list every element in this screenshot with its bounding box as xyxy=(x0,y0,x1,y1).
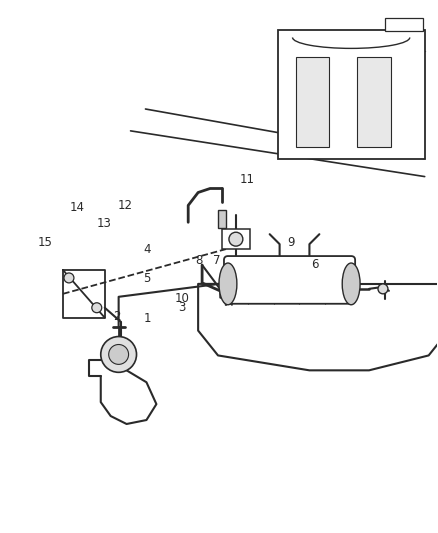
Bar xyxy=(278,29,425,159)
Text: 8: 8 xyxy=(196,254,203,266)
Circle shape xyxy=(378,284,388,294)
Bar xyxy=(296,58,329,147)
Bar xyxy=(357,58,391,147)
Circle shape xyxy=(109,344,129,365)
Circle shape xyxy=(92,303,102,313)
Text: 6: 6 xyxy=(311,259,318,271)
Bar xyxy=(218,211,226,228)
Text: 3: 3 xyxy=(178,301,186,314)
Text: 10: 10 xyxy=(175,292,190,305)
Bar xyxy=(385,18,423,31)
Text: 5: 5 xyxy=(144,272,151,285)
Circle shape xyxy=(229,232,243,246)
Ellipse shape xyxy=(342,263,360,305)
Text: 13: 13 xyxy=(96,216,111,230)
Text: 4: 4 xyxy=(143,243,151,256)
Circle shape xyxy=(64,273,74,283)
FancyBboxPatch shape xyxy=(224,256,355,304)
Text: 9: 9 xyxy=(287,236,295,249)
Text: 14: 14 xyxy=(70,201,85,214)
Text: 1: 1 xyxy=(143,312,151,325)
Text: 7: 7 xyxy=(213,254,221,266)
Ellipse shape xyxy=(219,263,237,305)
Text: 12: 12 xyxy=(118,199,133,212)
Bar xyxy=(222,229,250,249)
Text: 11: 11 xyxy=(240,173,255,185)
Text: 15: 15 xyxy=(38,236,53,249)
Circle shape xyxy=(101,336,137,373)
Text: 2: 2 xyxy=(113,310,120,324)
